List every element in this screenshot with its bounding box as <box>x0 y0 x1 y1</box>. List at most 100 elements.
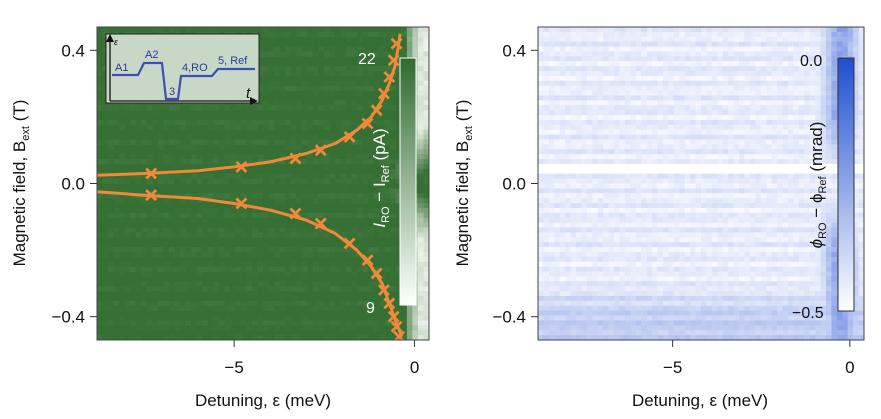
heatmap-cell <box>717 134 724 140</box>
heatmap-cell <box>798 41 805 48</box>
heatmap-cell <box>395 139 402 145</box>
heatmap-cell <box>340 27 347 33</box>
heatmap-cell <box>340 247 347 253</box>
heatmap-cell <box>240 232 247 238</box>
heatmap-cell <box>771 203 778 209</box>
heatmap-cell <box>224 178 231 184</box>
heatmap-cell <box>379 46 386 52</box>
heatmap-cell <box>739 168 745 175</box>
heatmap-cell <box>771 183 778 189</box>
heatmap-cell <box>108 305 115 312</box>
heatmap-cell <box>749 198 756 204</box>
heatmap-cell <box>733 212 740 219</box>
heatmap-cell <box>543 36 550 43</box>
heatmap-cell <box>130 232 137 238</box>
heatmap-cell <box>760 154 767 160</box>
heatmap-cell <box>766 163 773 170</box>
heatmap-cell <box>722 31 729 38</box>
heatmap-cell <box>146 266 153 273</box>
heatmap-cell <box>570 27 577 33</box>
heatmap-cell <box>695 163 702 170</box>
heatmap-cell <box>624 188 631 194</box>
heatmap-cell <box>368 36 375 43</box>
heatmap-cell <box>296 124 303 131</box>
heatmap-cell <box>329 154 336 160</box>
heatmap-cell <box>603 46 610 52</box>
heatmap-cell <box>608 163 615 170</box>
heatmap-cell <box>592 159 599 165</box>
heatmap-cell <box>180 305 187 312</box>
heatmap-cell <box>624 154 631 160</box>
heatmap-cell <box>597 66 604 72</box>
heatmap-cell <box>246 291 253 297</box>
heatmap-cell <box>603 139 610 145</box>
heatmap-cell <box>695 198 702 204</box>
heatmap-cell <box>263 335 270 340</box>
heatmap-cell <box>728 90 735 96</box>
heatmap-cell <box>836 41 843 48</box>
heatmap-cell <box>274 335 281 340</box>
heatmap-cell <box>624 27 631 33</box>
heatmap-cell <box>820 217 827 224</box>
heatmap-cell <box>619 124 626 131</box>
heatmap-cell <box>592 129 599 136</box>
heatmap-cell <box>548 188 555 194</box>
heatmap-cell <box>301 27 308 33</box>
heatmap-cell <box>559 85 566 92</box>
heatmap-cell <box>240 295 247 302</box>
heatmap-cell <box>662 61 669 67</box>
heatmap-cell <box>543 217 550 224</box>
heatmap-cell <box>695 56 702 62</box>
heatmap-cell <box>581 31 588 38</box>
heatmap-cell <box>782 212 789 219</box>
heatmap-cell <box>804 124 811 131</box>
heatmap-cell <box>652 232 659 238</box>
heatmap-cell <box>395 227 402 233</box>
heatmap-cell <box>229 198 236 204</box>
heatmap-cell <box>290 178 297 184</box>
heatmap-cell <box>384 173 391 180</box>
heatmap-cell <box>312 51 319 57</box>
heatmap-cell <box>684 46 691 52</box>
heatmap-cell <box>548 134 555 140</box>
heatmap-cell <box>657 222 664 229</box>
heatmap-cell <box>652 247 659 253</box>
heatmap-cell <box>318 266 325 273</box>
heatmap-cell <box>684 139 691 145</box>
heatmap-cell <box>559 193 566 199</box>
heatmap-cell <box>853 90 860 96</box>
heatmap-cell <box>576 247 582 253</box>
heatmap-cell <box>597 80 604 87</box>
heatmap-cell <box>782 46 789 52</box>
heatmap-cell <box>722 251 729 258</box>
heatmap-cell <box>858 149 864 155</box>
heatmap-cell <box>97 251 104 258</box>
heatmap-cell <box>603 105 610 111</box>
heatmap-cell <box>853 110 860 116</box>
heatmap-cell <box>296 27 303 33</box>
heatmap-cell <box>706 203 713 209</box>
heatmap-cell <box>755 193 762 199</box>
heatmap-cell <box>641 90 648 96</box>
heatmap-cell <box>809 80 816 87</box>
heatmap-cell <box>351 251 358 258</box>
heatmap-cell <box>423 95 429 101</box>
heatmap-cell <box>548 237 555 243</box>
heatmap-cell <box>630 56 637 62</box>
heatmap-cell <box>766 134 773 140</box>
heatmap-cell <box>423 110 429 116</box>
heatmap-cell <box>581 61 588 67</box>
heatmap-cell <box>196 271 203 277</box>
heatmap-cell <box>191 159 198 165</box>
heatmap-cell <box>124 159 131 165</box>
heatmap-cell <box>635 222 642 229</box>
heatmap-cell <box>831 41 838 48</box>
heatmap-cell <box>641 188 648 194</box>
heatmap-cell <box>793 41 800 48</box>
heatmap-cell <box>760 256 767 263</box>
heatmap-cell <box>279 31 286 38</box>
heatmap-cell <box>368 85 375 92</box>
heatmap-cell <box>722 237 729 243</box>
heatmap-cell <box>766 66 773 72</box>
heatmap-cell <box>608 46 615 52</box>
